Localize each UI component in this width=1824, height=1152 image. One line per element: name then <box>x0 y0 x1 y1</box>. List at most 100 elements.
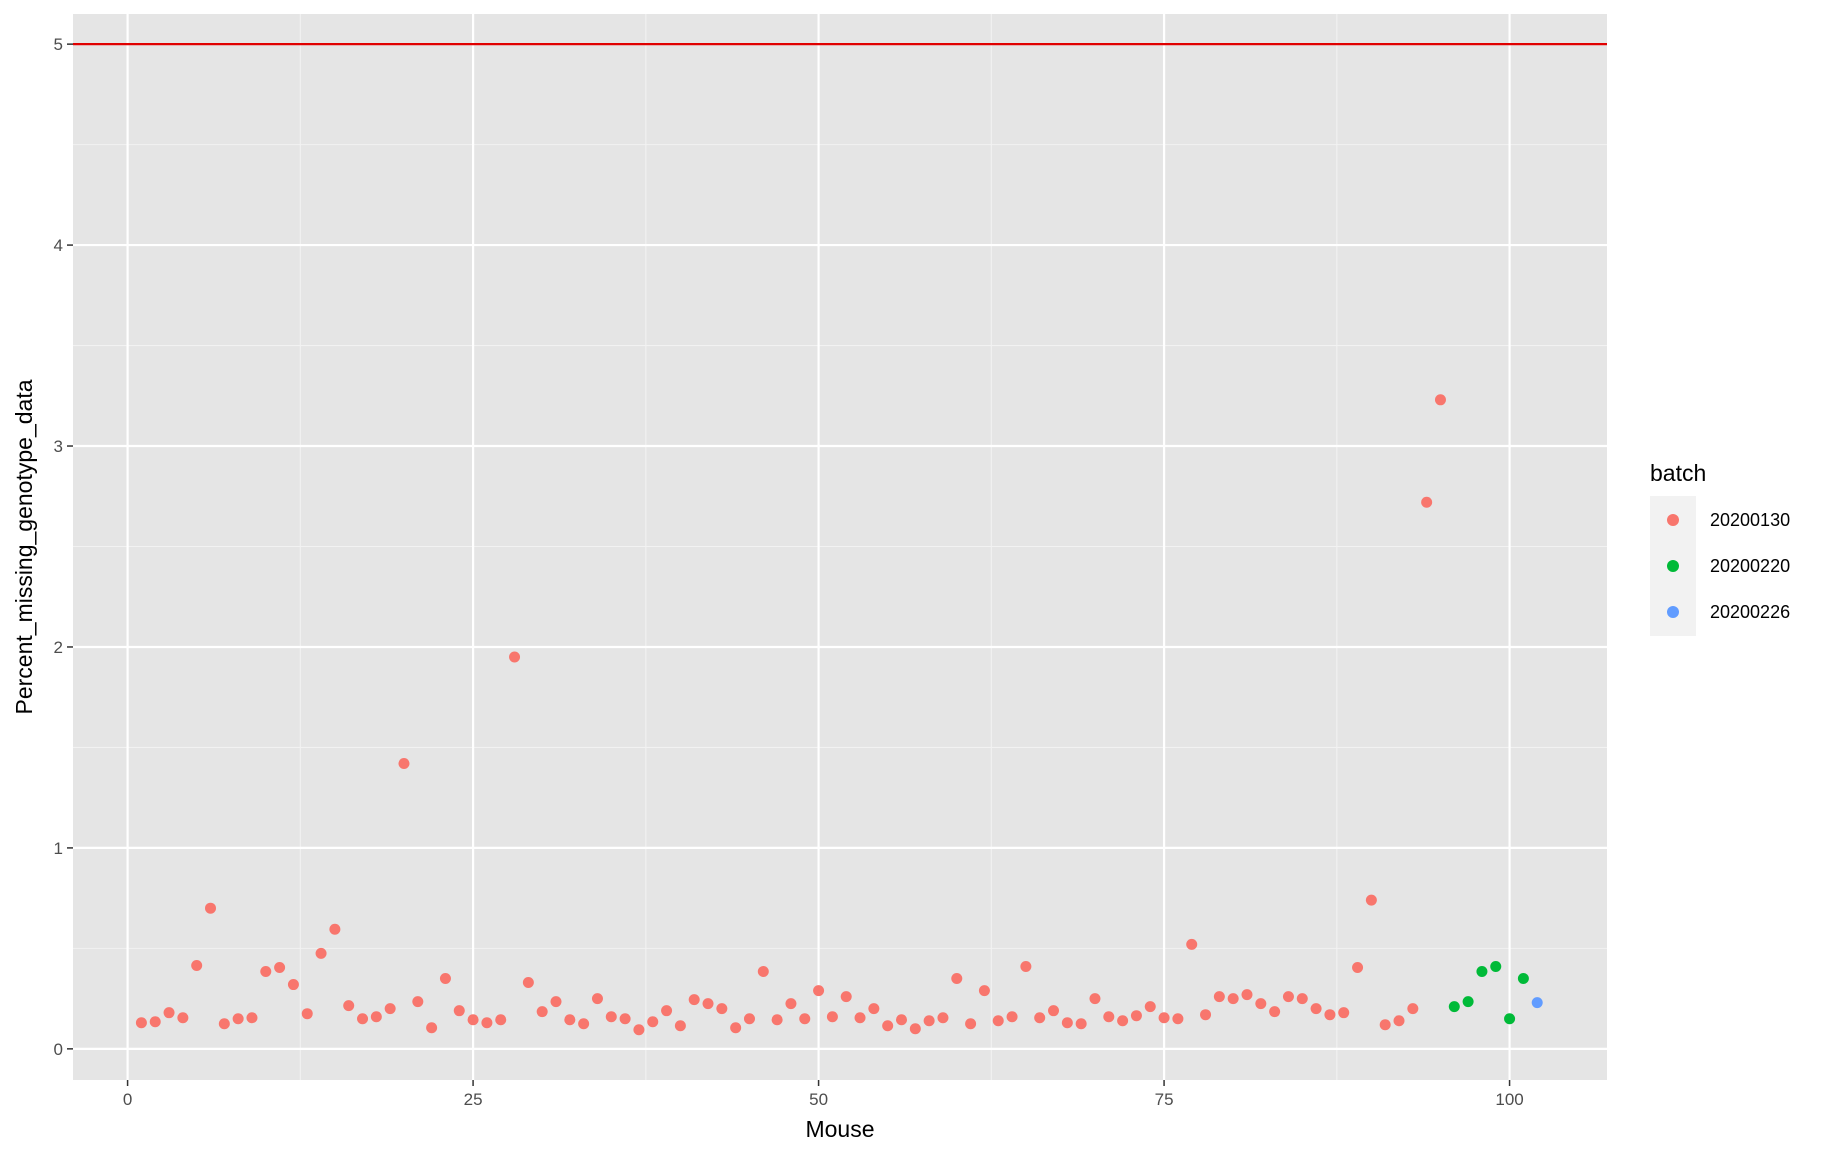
data-point <box>1158 1012 1170 1024</box>
data-point <box>716 1003 728 1015</box>
data-point <box>1172 1013 1184 1025</box>
data-point <box>965 1018 977 1030</box>
data-point <box>522 977 534 989</box>
data-point <box>274 961 286 973</box>
data-point <box>1061 1017 1073 1029</box>
data-point <box>1462 996 1474 1008</box>
data-point <box>1531 997 1543 1009</box>
y-tick-label: 4 <box>54 236 63 255</box>
data-point <box>757 965 769 977</box>
data-points <box>135 394 1543 1036</box>
data-point <box>467 1014 479 1026</box>
x-tick-label: 50 <box>809 1090 828 1109</box>
data-point <box>1130 1010 1142 1022</box>
y-tick-label: 0 <box>54 1040 63 1059</box>
legend-key <box>1667 560 1679 572</box>
y-tick-label: 5 <box>54 35 63 54</box>
data-point <box>923 1015 935 1027</box>
data-point <box>813 985 825 997</box>
data-point <box>1255 998 1267 1010</box>
data-point <box>619 1013 631 1025</box>
data-point <box>315 947 327 959</box>
data-point <box>951 973 963 985</box>
data-point <box>605 1011 617 1023</box>
minor-gridlines <box>73 14 1607 1080</box>
data-point <box>536 1006 548 1018</box>
data-point <box>702 998 714 1010</box>
data-point <box>149 1016 161 1028</box>
legend-label: 20200130 <box>1710 510 1790 530</box>
data-point <box>357 1013 369 1025</box>
legend-title: batch <box>1650 460 1706 486</box>
data-point <box>1186 938 1198 950</box>
data-point <box>1504 1013 1516 1025</box>
data-point <box>909 1023 921 1035</box>
legend-entries: 20200130 20200220 20200226 <box>1667 510 1790 622</box>
data-point <box>481 1017 493 1029</box>
data-point <box>1517 973 1529 985</box>
x-axis-title: Mouse <box>805 1116 874 1142</box>
data-point <box>509 651 521 663</box>
data-point <box>412 996 424 1008</box>
data-point <box>135 1017 147 1029</box>
data-point <box>937 1012 949 1024</box>
data-point <box>232 1013 244 1025</box>
legend: batch 20200130 20200220 20200226 <box>1650 460 1790 636</box>
data-point <box>439 973 451 985</box>
data-point <box>1282 991 1294 1003</box>
data-point <box>1393 1015 1405 1027</box>
data-point <box>564 1014 576 1026</box>
data-point <box>1296 993 1308 1005</box>
data-point <box>591 993 603 1005</box>
data-point <box>1144 1001 1156 1013</box>
data-point <box>246 1012 258 1024</box>
data-point <box>1213 991 1225 1003</box>
data-point <box>1421 496 1433 508</box>
data-point <box>1034 1012 1046 1024</box>
data-point <box>771 1014 783 1026</box>
data-point <box>329 923 341 935</box>
data-point <box>647 1016 659 1028</box>
data-point <box>978 985 990 997</box>
data-point <box>868 1003 880 1015</box>
data-point <box>177 1012 189 1024</box>
x-tick-label: 75 <box>1155 1090 1174 1109</box>
data-point <box>1338 1007 1350 1019</box>
data-point <box>674 1020 686 1032</box>
data-point <box>398 758 410 770</box>
data-point <box>1324 1009 1336 1021</box>
data-point <box>1310 1003 1322 1015</box>
data-point <box>854 1012 866 1024</box>
data-point <box>1227 993 1239 1005</box>
data-point <box>426 1022 438 1034</box>
y-axis-title: Percent_missing_genotype_data <box>11 379 37 714</box>
data-point <box>840 991 852 1003</box>
data-point <box>785 998 797 1010</box>
data-point <box>301 1008 313 1020</box>
data-point <box>384 1003 396 1015</box>
data-point <box>743 1013 755 1025</box>
data-point <box>343 1000 355 1012</box>
data-point <box>895 1014 907 1026</box>
data-point <box>260 965 272 977</box>
data-point <box>882 1020 894 1032</box>
data-point <box>1434 394 1446 406</box>
data-point <box>1269 1006 1281 1018</box>
y-axis-ticks: 0 1 2 3 4 5 <box>54 35 73 1059</box>
data-point <box>495 1014 507 1026</box>
legend-label: 20200226 <box>1710 602 1790 622</box>
data-point <box>730 1022 742 1034</box>
data-point <box>1089 993 1101 1005</box>
data-point <box>163 1007 175 1019</box>
data-point <box>633 1024 645 1036</box>
legend-key <box>1667 514 1679 526</box>
data-point <box>1352 961 1364 973</box>
data-point <box>1379 1019 1391 1031</box>
x-tick-label: 0 <box>123 1090 132 1109</box>
x-tick-label: 100 <box>1495 1090 1523 1109</box>
data-point <box>1476 965 1488 977</box>
data-point <box>1448 1001 1460 1013</box>
data-point <box>992 1015 1004 1027</box>
data-point <box>1075 1018 1087 1030</box>
